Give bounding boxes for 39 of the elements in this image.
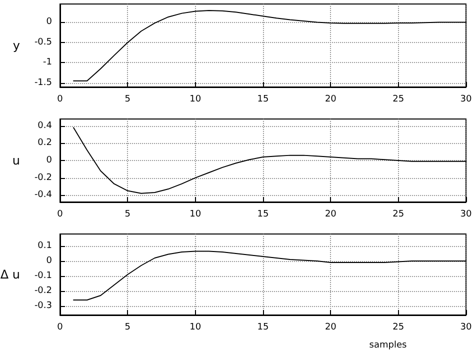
x-tick-label: 0: [57, 94, 64, 104]
y-axis-title: u: [12, 154, 20, 168]
x-tick-label: 15: [257, 210, 269, 220]
x-tick-label: 10: [190, 210, 202, 220]
y-tick-label: -1: [43, 58, 52, 68]
y-tick-label: -0.2: [34, 172, 52, 183]
y-tick-label: -0.1: [34, 271, 52, 281]
y-tick-label: -1.5: [34, 78, 52, 88]
x-tick-label: 10: [190, 322, 202, 332]
y-tick-label: -0.3: [34, 301, 52, 311]
y-tick-label: 0: [46, 17, 52, 28]
x-tick-label: 25: [392, 322, 404, 332]
y-tick-label: -0.2: [34, 286, 52, 296]
x-tick-label: 15: [257, 322, 269, 332]
x-tick-label: 25: [392, 210, 404, 220]
y-tick-label: -0.5: [34, 37, 52, 48]
y-tick-label: 0: [46, 256, 52, 266]
x-tick-label: 15: [257, 94, 269, 104]
y-tick-label: -0.4: [34, 190, 52, 200]
y-axis-title: Δ u: [0, 268, 20, 282]
x-tick-label: 30: [460, 94, 472, 104]
x-tick-label: 30: [460, 322, 472, 332]
x-tick-label: 0: [57, 210, 64, 220]
x-tick-label: 25: [392, 94, 404, 104]
x-tick-label: 0: [57, 322, 64, 332]
y-tick-label: 0.4: [38, 120, 52, 131]
x-tick-label: 5: [124, 210, 131, 220]
x-tick-label: 30: [460, 210, 472, 220]
x-tick-label: 20: [324, 210, 337, 220]
x-tick-label: 5: [124, 322, 131, 332]
x-axis-title: samples: [369, 340, 408, 350]
x-tick-label: 20: [324, 94, 337, 104]
x-tick-label: 5: [124, 94, 131, 104]
y-tick-label: 0: [46, 156, 52, 166]
y-tick-label: 0.2: [38, 138, 52, 148]
y-axis-title: y: [12, 38, 20, 52]
x-tick-label: 20: [324, 322, 337, 332]
y-tick-label: 0.1: [38, 241, 52, 251]
x-tick-label: 10: [190, 94, 202, 104]
